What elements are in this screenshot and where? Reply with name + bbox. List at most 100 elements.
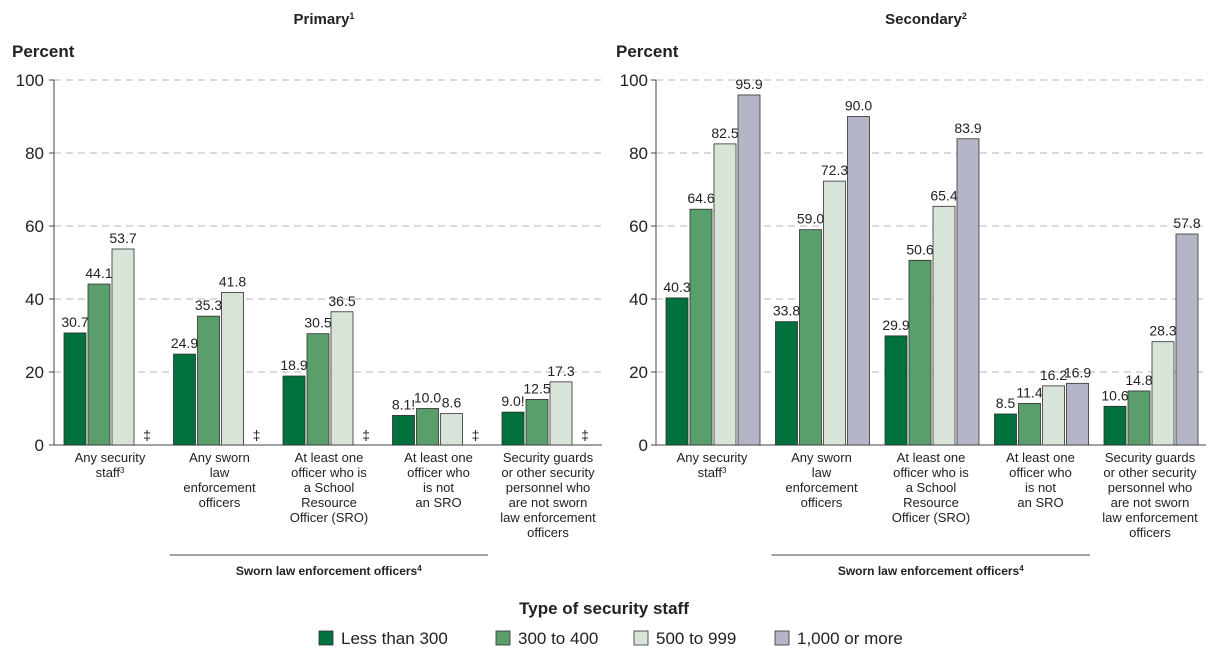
y-tick-label: 80 bbox=[629, 144, 648, 163]
x-tick-label: is not bbox=[423, 480, 454, 495]
bar-value-label: 24.9 bbox=[171, 335, 198, 351]
bar-value-label: 59.0 bbox=[797, 211, 824, 227]
bar bbox=[111, 248, 135, 446]
x-tick-label: officers bbox=[1129, 525, 1171, 540]
bar-value-label: 57.8 bbox=[1173, 215, 1200, 231]
x-tick-label: are not sworn bbox=[1111, 495, 1190, 510]
y-tick-label: 20 bbox=[629, 363, 648, 382]
x-tick-label: officers bbox=[527, 525, 569, 540]
y-tick-label: 60 bbox=[25, 217, 44, 236]
bar bbox=[799, 229, 822, 446]
x-tick-label: At least one bbox=[1006, 450, 1075, 465]
legend-label: 500 to 999 bbox=[656, 629, 736, 648]
bar-value-label: 30.7 bbox=[61, 314, 88, 330]
x-tick-label: law bbox=[210, 465, 230, 480]
y-tick-label: 0 bbox=[639, 436, 648, 455]
suppressed-marker: ‡ bbox=[472, 427, 480, 443]
legend-label: 300 to 400 bbox=[518, 629, 598, 648]
x-tick-label: Officer (SRO) bbox=[290, 510, 369, 525]
group-label: Sworn law enforcement officers4 bbox=[236, 564, 422, 579]
title-footnote: 2 bbox=[962, 11, 967, 21]
x-tick-label: or other security bbox=[1103, 465, 1197, 480]
y-tick-label: 80 bbox=[25, 144, 44, 163]
y-tick-label: 60 bbox=[629, 217, 648, 236]
x-tick-label: Resource bbox=[301, 495, 357, 510]
x-tick-label: law enforcement bbox=[500, 510, 596, 525]
bar bbox=[306, 333, 330, 446]
bar-value-label: 8.5 bbox=[996, 395, 1016, 411]
legend-item: 500 to 999 bbox=[633, 629, 736, 648]
bar bbox=[1151, 341, 1175, 446]
x-tick-label: law bbox=[812, 465, 832, 480]
x-tick-label: Any sworn bbox=[791, 450, 852, 465]
bar bbox=[847, 116, 870, 446]
bar bbox=[884, 335, 908, 446]
y-tick-label: 20 bbox=[25, 363, 44, 382]
bar bbox=[63, 332, 87, 446]
x-tick-label: Any security bbox=[677, 450, 748, 465]
x-tick-label: staff3 bbox=[698, 465, 727, 480]
x-tick-label: personnel who bbox=[1108, 480, 1193, 495]
bar-value-label: 16.2 bbox=[1040, 367, 1067, 383]
x-tick-label: Any sworn bbox=[189, 450, 250, 465]
x-tick-label: officer who bbox=[407, 465, 470, 480]
suppressed-marker: ‡ bbox=[143, 427, 151, 443]
bar-value-label: 35.3 bbox=[195, 297, 222, 313]
y-tick-label: 40 bbox=[629, 290, 648, 309]
chart-panel-primary: Primary1 Percent 0 20 40 60 80 100 30.7 44.1 53.7 ‡… bbox=[12, 11, 602, 578]
bar bbox=[1175, 233, 1199, 446]
bar bbox=[689, 208, 713, 446]
bar-value-label: 64.6 bbox=[687, 190, 714, 206]
x-tick-label: a School bbox=[304, 480, 355, 495]
x-tick-label: an SRO bbox=[1017, 495, 1063, 510]
bar bbox=[525, 398, 549, 446]
bar bbox=[173, 353, 196, 446]
bar-value-label: 8.1! bbox=[392, 396, 415, 412]
x-tick-label: personnel who bbox=[506, 480, 591, 495]
bar-value-label: 16.9 bbox=[1064, 364, 1091, 380]
bar-value-label: 40.3 bbox=[663, 279, 690, 295]
y-tick-label: 40 bbox=[25, 290, 44, 309]
bar-value-label: 30.5 bbox=[304, 315, 331, 331]
legend-label: Less than 300 bbox=[341, 629, 448, 648]
bar-value-label: 10.6 bbox=[1101, 387, 1128, 403]
bar-value-label: 83.9 bbox=[954, 120, 981, 136]
bar-value-label: 90.0 bbox=[845, 98, 872, 114]
x-tick-label: or other security bbox=[501, 465, 595, 480]
legend-swatch bbox=[318, 630, 334, 646]
bar bbox=[994, 413, 1017, 446]
bar bbox=[440, 413, 463, 446]
bar-value-label: 36.5 bbox=[328, 293, 355, 309]
bar bbox=[392, 415, 415, 446]
bar-value-label: 29.9 bbox=[882, 317, 909, 333]
bar bbox=[1127, 390, 1151, 446]
x-tick-label: Security guards bbox=[503, 450, 594, 465]
bar-value-label: 12.5 bbox=[523, 380, 550, 396]
x-tick-label: Resource bbox=[903, 495, 959, 510]
bar-value-label: 10.0 bbox=[414, 390, 441, 406]
x-tick-label: a School bbox=[906, 480, 957, 495]
legend-swatch bbox=[495, 630, 511, 646]
bar-value-label: 9.0! bbox=[501, 393, 524, 409]
legend-item: 300 to 400 bbox=[495, 629, 598, 648]
bar-value-label: 72.3 bbox=[821, 162, 848, 178]
bar bbox=[221, 292, 244, 446]
bar bbox=[1042, 385, 1065, 446]
bar bbox=[775, 321, 798, 446]
bar-value-label: 14.8 bbox=[1125, 372, 1152, 388]
x-tick-label: enforcement bbox=[785, 480, 858, 495]
x-tick-label: enforcement bbox=[183, 480, 256, 495]
bar-value-label: 44.1 bbox=[85, 265, 112, 281]
legend-item: Less than 300 bbox=[318, 629, 448, 648]
x-tick-label: Any security bbox=[75, 450, 146, 465]
bar-value-label: 18.9 bbox=[280, 357, 307, 373]
x-tick-label: officers bbox=[801, 495, 843, 510]
title-footnote: 1 bbox=[349, 11, 354, 21]
x-tick-label: law enforcement bbox=[1102, 510, 1198, 525]
y-axis-label: Percent bbox=[616, 42, 679, 61]
x-tick-label: officer who bbox=[1009, 465, 1072, 480]
x-tick-label: At least one bbox=[897, 450, 966, 465]
bar bbox=[1103, 405, 1127, 446]
bar-value-label: 82.5 bbox=[711, 125, 738, 141]
y-tick-label: 0 bbox=[35, 436, 44, 455]
